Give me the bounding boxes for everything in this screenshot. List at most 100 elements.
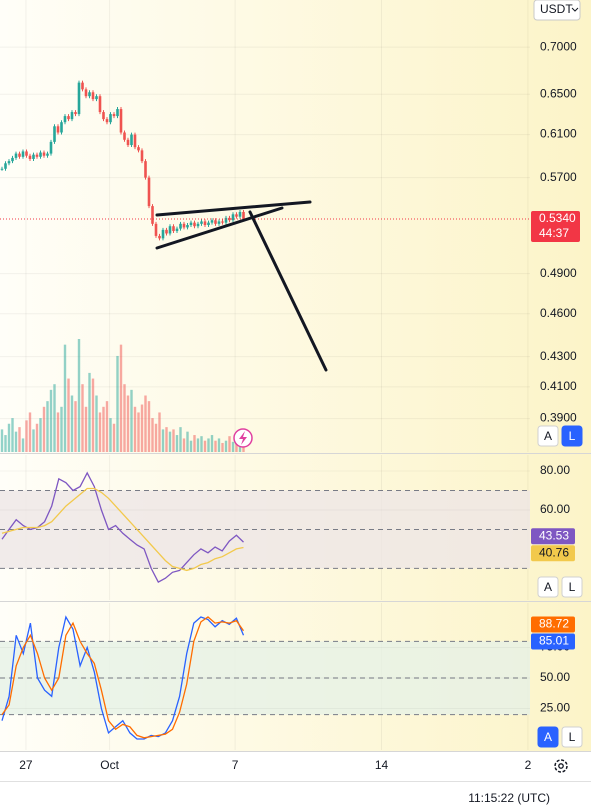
gear-outline[interactable] — [554, 759, 568, 773]
last-price-box — [531, 211, 580, 242]
candle-body — [238, 211, 242, 217]
last-value-label: 40.76 — [539, 545, 569, 559]
volume-bar — [221, 442, 224, 452]
candle-body — [242, 211, 245, 220]
gear-hub — [558, 763, 564, 769]
scale-button-label[interactable]: A — [544, 730, 552, 744]
candle-body — [231, 214, 235, 221]
candle-body — [102, 112, 105, 120]
candle-body — [228, 217, 231, 221]
currency-button[interactable] — [533, 0, 581, 21]
candle-body — [105, 119, 109, 123]
volume-bar — [84, 406, 88, 452]
y-tick-label: 0.4900 — [540, 266, 577, 280]
y-tick-label: 0.5700 — [540, 170, 577, 184]
volume-bar — [74, 401, 77, 452]
candle-body — [95, 96, 98, 100]
candle-body — [49, 141, 53, 154]
candle-body — [210, 220, 214, 223]
volume-bar — [7, 423, 11, 452]
candle-body — [147, 177, 151, 207]
volume-bar — [214, 440, 217, 452]
volume-bar — [98, 412, 102, 452]
events-icon[interactable] — [233, 428, 253, 448]
y-tick-label: 25.00 — [540, 701, 570, 715]
volume-bar — [224, 440, 228, 452]
candle-body — [165, 229, 168, 234]
trend-line[interactable] — [248, 210, 328, 372]
candle-body — [25, 151, 28, 156]
trend-line[interactable] — [155, 206, 284, 250]
volume-bar — [217, 438, 221, 452]
scale-button-label[interactable]: L — [569, 730, 576, 744]
candle-body — [186, 225, 189, 228]
candle-body — [116, 109, 119, 117]
indicator-line — [1, 471, 244, 583]
indicator-line — [1, 615, 245, 740]
scale-button-label[interactable]: A — [544, 580, 552, 594]
volume-bar — [60, 406, 63, 452]
scale-button-bg[interactable] — [537, 576, 559, 598]
volume-bar — [4, 435, 7, 452]
scale-button[interactable]: A — [537, 425, 559, 447]
volume-bar — [158, 412, 161, 452]
candle-body — [172, 226, 175, 232]
scale-button[interactable]: A — [537, 576, 559, 598]
candle-body — [7, 161, 11, 164]
volume-bar — [154, 423, 158, 452]
scale-button-bg[interactable] — [561, 576, 583, 598]
volume-bar — [144, 395, 147, 452]
volume-bar — [172, 429, 175, 452]
candle-body — [4, 163, 7, 169]
scale-button-bg[interactable] — [561, 425, 583, 447]
trend-line[interactable] — [155, 200, 312, 217]
candle-body — [53, 126, 56, 142]
volume-bar — [189, 440, 193, 452]
candle-body — [224, 217, 228, 223]
axis-background — [0, 752, 591, 806]
last-value-box — [531, 633, 575, 650]
volume-bar — [91, 378, 95, 452]
candle-body — [32, 154, 35, 159]
candle-body — [70, 112, 74, 120]
candle-body — [14, 153, 18, 158]
y-tick-label: 0.7000 — [540, 39, 577, 53]
candle-body — [196, 223, 200, 227]
candle-body — [140, 150, 144, 162]
volume-bar — [25, 420, 28, 452]
scale-button-bg[interactable] — [561, 726, 583, 748]
volume-bar — [53, 384, 56, 452]
volume-bar — [147, 401, 151, 452]
scale-button[interactable]: A — [537, 726, 559, 748]
indicator-line — [1, 487, 244, 572]
volume-bar — [77, 339, 81, 452]
panel-background — [0, 0, 591, 752]
y-tick-label: 50.00 — [540, 670, 570, 684]
y-tick-label: 0.6500 — [540, 86, 577, 100]
volume-bar — [95, 395, 98, 452]
volume-bar — [35, 423, 39, 452]
x-tick-label: 2 — [525, 758, 532, 772]
volume-bar — [137, 412, 140, 452]
scale-button-bg[interactable] — [537, 425, 559, 447]
candle-body — [235, 214, 238, 217]
scale-button-label[interactable]: L — [569, 580, 576, 594]
candle-body — [67, 116, 70, 120]
scale-button[interactable]: L — [561, 425, 583, 447]
candle-body — [91, 92, 95, 100]
y-tick-label: 80.00 — [540, 463, 570, 477]
settings-button[interactable] — [554, 759, 568, 773]
volume-bar — [175, 435, 179, 452]
scale-button[interactable]: L — [561, 726, 583, 748]
currency-label[interactable]: USDT — [540, 2, 573, 16]
scale-button-bg[interactable] — [537, 726, 559, 748]
candle-body — [168, 226, 172, 234]
scale-button[interactable]: L — [561, 576, 583, 598]
volume-bar — [63, 344, 67, 452]
scale-button-label[interactable]: L — [569, 429, 576, 443]
candle-body — [137, 147, 140, 151]
volume-bar — [200, 436, 203, 452]
scale-button-label[interactable]: A — [544, 429, 552, 443]
volume-bar — [109, 418, 112, 452]
volume-bar — [102, 406, 105, 452]
